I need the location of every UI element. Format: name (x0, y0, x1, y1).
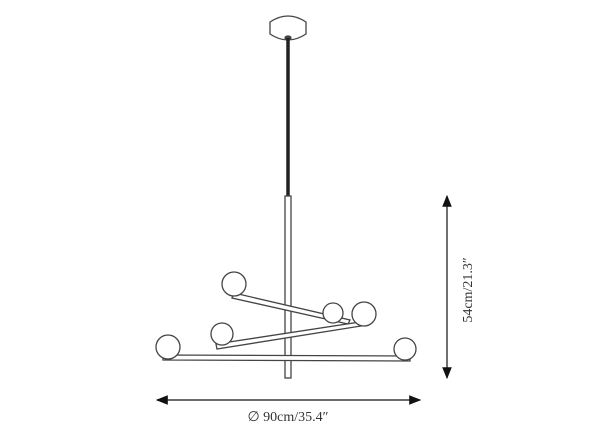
canopy (269, 15, 307, 41)
globe (351, 301, 377, 327)
globe (221, 271, 247, 297)
stem (284, 195, 292, 379)
globe (155, 334, 181, 360)
height-label: 54cm/21.3″ (461, 257, 476, 322)
globe (393, 337, 417, 361)
arm (162, 354, 411, 362)
globe (210, 322, 234, 346)
chandelier (155, 15, 417, 379)
diameter-label: ∅ 90cm/35.4″ (247, 410, 328, 425)
globe (322, 302, 344, 324)
